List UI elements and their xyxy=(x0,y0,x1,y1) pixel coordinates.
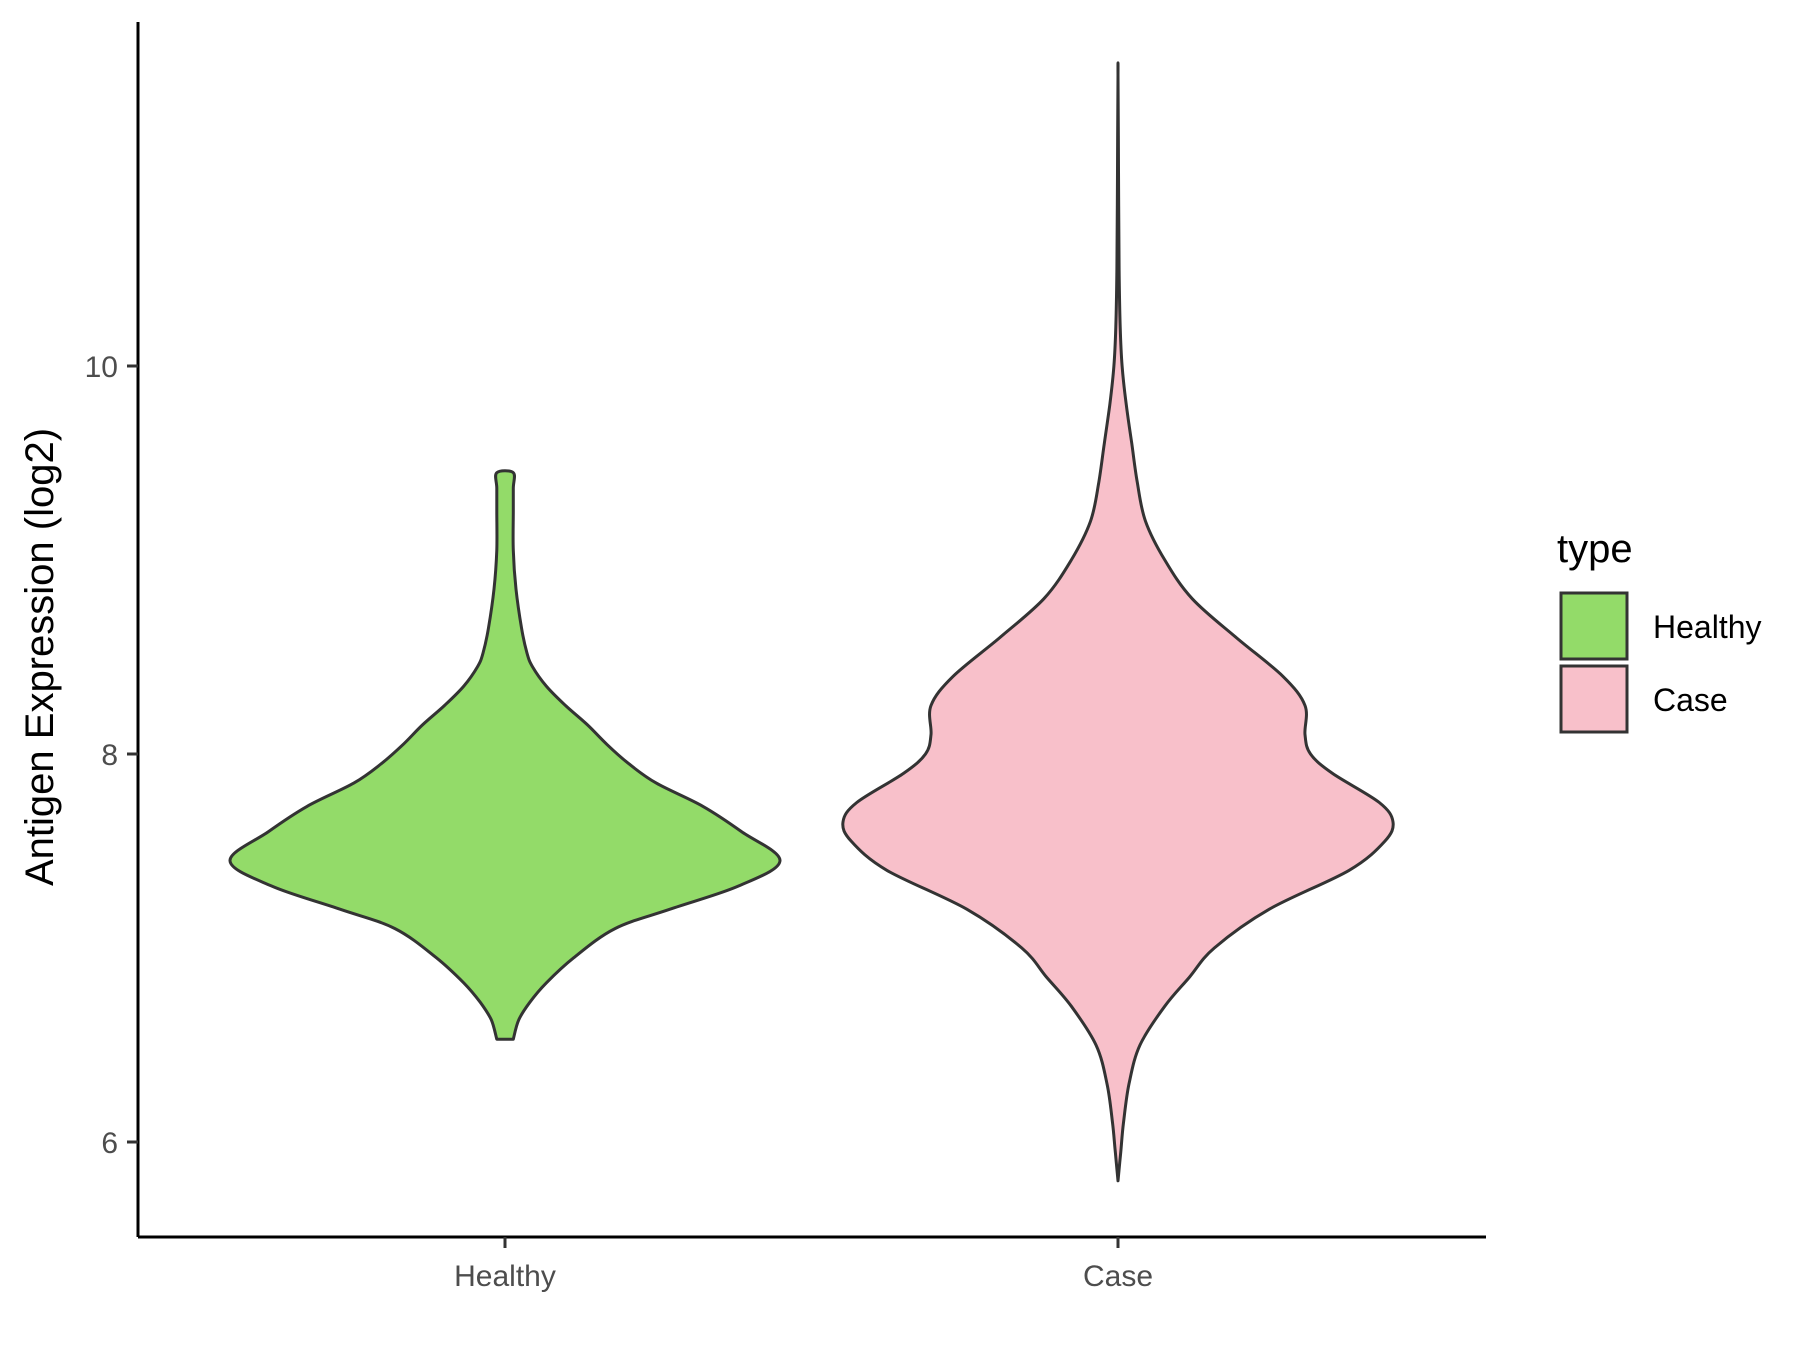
y-tick-label: 8 xyxy=(101,739,118,772)
x-ticks: Healthy Case xyxy=(454,1237,1153,1293)
legend: type Healthy Case xyxy=(1557,527,1762,734)
x-tick-label-healthy: Healthy xyxy=(454,1260,556,1293)
plot-panel: 6 8 10 Healthy Case Antigen Expression (log… xyxy=(18,22,1486,1293)
y-ticks: 6 8 10 xyxy=(85,351,138,1160)
legend-key-case xyxy=(1559,664,1629,734)
violins xyxy=(228,61,1395,1183)
y-axis-title: Antigen Expression (log2) xyxy=(18,428,62,886)
violin-case xyxy=(841,61,1395,1183)
x-tick-label-case: Case xyxy=(1083,1260,1153,1293)
legend-title: type xyxy=(1557,527,1633,571)
legend-key-healthy xyxy=(1559,591,1629,661)
legend-label-case: Case xyxy=(1653,682,1728,718)
y-tick-label: 10 xyxy=(85,351,118,384)
legend-label-healthy: Healthy xyxy=(1653,609,1762,645)
y-tick-label: 6 xyxy=(101,1127,118,1160)
violin-healthy xyxy=(228,469,782,1041)
